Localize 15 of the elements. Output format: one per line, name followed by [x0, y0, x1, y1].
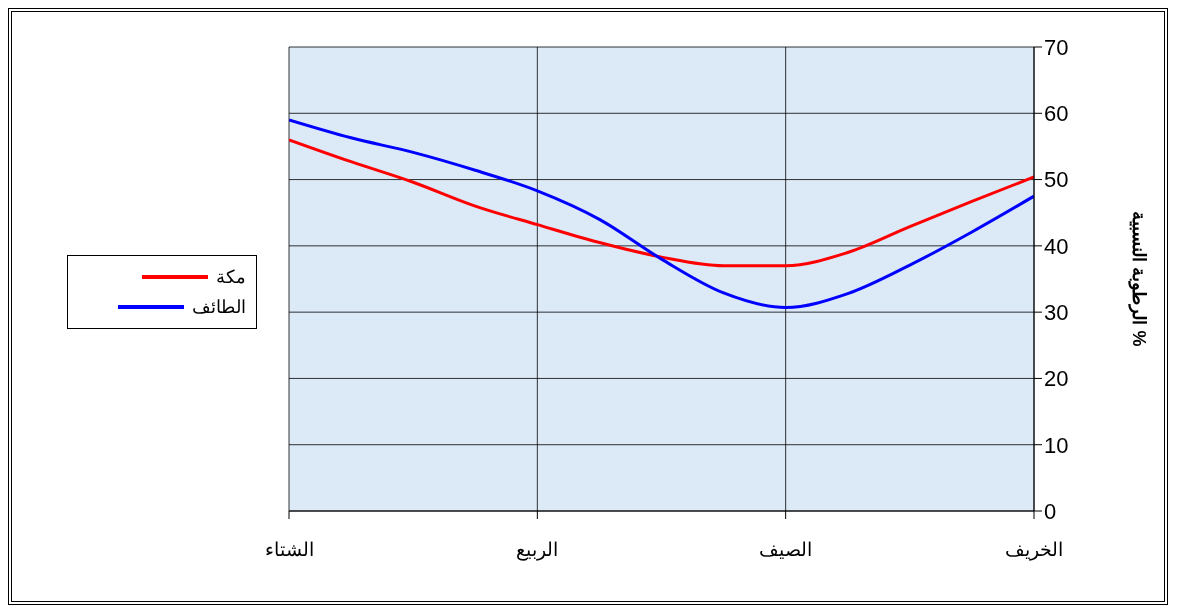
x-tick-label: الصيف	[759, 539, 813, 561]
y-axis-title: الرطوبة النسبية %	[1127, 211, 1149, 347]
y-tick-label: 30	[1044, 299, 1069, 325]
y-tick-label: 70	[1044, 34, 1069, 60]
x-tick-label: الخريف	[1005, 539, 1063, 562]
x-tick-label: الشتاء	[264, 539, 314, 561]
y-tick-label: 40	[1044, 233, 1069, 259]
y-tick-label: 0	[1044, 498, 1057, 524]
y-tick-label: 60	[1044, 101, 1069, 127]
y-tick-label: 20	[1044, 366, 1069, 392]
legend-label: مكة	[216, 266, 246, 288]
x-tick-label: الربيع	[516, 539, 559, 562]
legend-label: الطائف	[192, 296, 246, 318]
y-tick-label: 10	[1044, 432, 1069, 458]
y-tick-label: 50	[1044, 167, 1069, 193]
